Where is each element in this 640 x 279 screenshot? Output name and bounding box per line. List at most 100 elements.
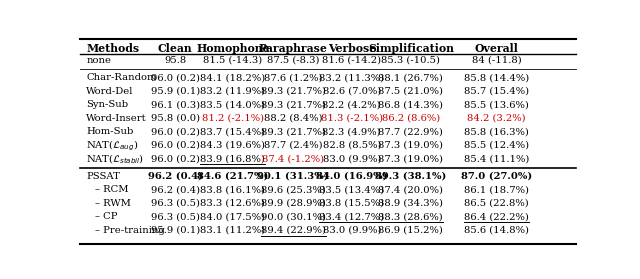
Text: 83.8 (16.1%): 83.8 (16.1%) xyxy=(200,185,265,194)
Text: 87.6 (1.2%): 87.6 (1.2%) xyxy=(264,73,323,82)
Text: 82.8 (8.5%): 82.8 (8.5%) xyxy=(323,141,381,150)
Text: 81.3 (-2.1%): 81.3 (-2.1%) xyxy=(321,114,383,123)
Text: 84.6 (21.7%): 84.6 (21.7%) xyxy=(197,172,268,181)
Text: 89.4 (22.9%): 89.4 (22.9%) xyxy=(260,226,326,235)
Text: 85.7 (15.4%): 85.7 (15.4%) xyxy=(464,87,529,96)
Text: Hom-Sub: Hom-Sub xyxy=(86,128,134,136)
Text: 89.3 (21.7%): 89.3 (21.7%) xyxy=(260,128,326,136)
Text: 95.8: 95.8 xyxy=(164,56,186,65)
Text: 90.1 (31.3%): 90.1 (31.3%) xyxy=(257,172,329,181)
Text: 89.4 (22.9%): 89.4 (22.9%) xyxy=(260,226,326,235)
Text: Syn-Sub: Syn-Sub xyxy=(86,100,129,109)
Text: 83.3 (12.6%): 83.3 (12.6%) xyxy=(200,199,265,208)
Text: 90.0 (30.1%): 90.0 (30.1%) xyxy=(260,212,326,221)
Text: NAT($\mathcal{L}_{aug}$): NAT($\mathcal{L}_{aug}$) xyxy=(86,138,139,153)
Text: 87.3 (19.0%): 87.3 (19.0%) xyxy=(378,141,444,150)
Text: Word-Insert: Word-Insert xyxy=(86,114,147,123)
Text: 96.1 (0.3): 96.1 (0.3) xyxy=(150,100,200,109)
Text: 83.7 (15.4%): 83.7 (15.4%) xyxy=(200,128,266,136)
Text: 81.6 (-14.2): 81.6 (-14.2) xyxy=(323,56,381,65)
Text: 86.4 (22.2%): 86.4 (22.2%) xyxy=(464,212,529,221)
Text: 95.9 (0.1): 95.9 (0.1) xyxy=(150,226,200,235)
Text: 85.8 (16.3%): 85.8 (16.3%) xyxy=(464,128,529,136)
Text: 85.5 (12.4%): 85.5 (12.4%) xyxy=(464,141,529,150)
Text: 87.7 (22.9%): 87.7 (22.9%) xyxy=(378,128,444,136)
Text: Overall: Overall xyxy=(475,44,518,54)
Text: 87.4 (-1.2%): 87.4 (-1.2%) xyxy=(262,154,324,163)
Text: 83.2 (11.9%): 83.2 (11.9%) xyxy=(200,87,266,96)
Text: Char-Random: Char-Random xyxy=(86,73,157,82)
Text: 83.9 (16.8%): 83.9 (16.8%) xyxy=(200,154,265,163)
Text: – RCM: – RCM xyxy=(95,185,129,194)
Text: 87.5 (21.0%): 87.5 (21.0%) xyxy=(378,87,444,96)
Text: Word-Del: Word-Del xyxy=(86,87,134,96)
Text: 85.4 (11.1%): 85.4 (11.1%) xyxy=(464,154,529,163)
Text: 86.4 (22.2%): 86.4 (22.2%) xyxy=(464,212,529,221)
Text: 83.8 (15.5%): 83.8 (15.5%) xyxy=(319,199,384,208)
Text: 88.9 (34.3%): 88.9 (34.3%) xyxy=(378,199,444,208)
Text: 95.8 (0.0): 95.8 (0.0) xyxy=(150,114,200,123)
Text: 85.3 (-10.5): 85.3 (-10.5) xyxy=(381,56,440,65)
Text: 83.0 (9.9%): 83.0 (9.9%) xyxy=(323,154,381,163)
Text: 87.4 (20.0%): 87.4 (20.0%) xyxy=(378,185,444,194)
Text: 83.5 (14.0%): 83.5 (14.0%) xyxy=(200,100,266,109)
Text: 84.3 (19.6%): 84.3 (19.6%) xyxy=(200,141,265,150)
Text: 83.4 (12.7%): 83.4 (12.7%) xyxy=(319,212,385,221)
Text: 88.3 (28.6%): 88.3 (28.6%) xyxy=(378,212,444,221)
Text: Clean: Clean xyxy=(158,44,193,54)
Text: Homophone: Homophone xyxy=(196,44,269,54)
Text: 85.5 (13.6%): 85.5 (13.6%) xyxy=(464,100,529,109)
Text: 83.0 (9.9%): 83.0 (9.9%) xyxy=(323,226,381,235)
Text: Simplification: Simplification xyxy=(368,44,454,54)
Text: 82.3 (4.9%): 82.3 (4.9%) xyxy=(323,128,381,136)
Text: 84 (-11.8): 84 (-11.8) xyxy=(472,56,522,65)
Text: – RWM: – RWM xyxy=(95,199,131,208)
Text: 83.1 (11.2%): 83.1 (11.2%) xyxy=(200,226,266,235)
Text: 89.6 (25.3%): 89.6 (25.3%) xyxy=(261,185,326,194)
Text: 82.2 (4.2%): 82.2 (4.2%) xyxy=(323,100,381,109)
Text: – Pre-training: – Pre-training xyxy=(95,226,165,235)
Text: 95.9 (0.1): 95.9 (0.1) xyxy=(150,87,200,96)
Text: 96.0 (0.2): 96.0 (0.2) xyxy=(151,154,200,163)
Text: 86.5 (22.8%): 86.5 (22.8%) xyxy=(464,199,529,208)
Text: NAT($\mathcal{L}_{stabil}$): NAT($\mathcal{L}_{stabil}$) xyxy=(86,152,145,166)
Text: 88.3 (28.6%): 88.3 (28.6%) xyxy=(378,212,444,221)
Text: 96.0 (0.2): 96.0 (0.2) xyxy=(151,128,200,136)
Text: Methods: Methods xyxy=(86,44,140,54)
Text: 89.3 (38.1%): 89.3 (38.1%) xyxy=(375,172,447,181)
Text: 89.3 (21.7%): 89.3 (21.7%) xyxy=(260,100,326,109)
Text: 85.6 (14.8%): 85.6 (14.8%) xyxy=(464,226,529,235)
Text: none: none xyxy=(86,56,111,65)
Text: – CP: – CP xyxy=(95,212,118,221)
Text: 81.2 (-2.1%): 81.2 (-2.1%) xyxy=(202,114,264,123)
Text: Paraphrase: Paraphrase xyxy=(259,44,328,54)
Text: Verbose: Verbose xyxy=(328,44,376,54)
Text: 89.3 (21.7%): 89.3 (21.7%) xyxy=(260,87,326,96)
Text: 96.3 (0.5): 96.3 (0.5) xyxy=(151,199,200,208)
Text: 96.2 (0.4): 96.2 (0.4) xyxy=(148,172,203,181)
Text: 86.8 (14.3%): 86.8 (14.3%) xyxy=(378,100,444,109)
Text: 84.2 (3.2%): 84.2 (3.2%) xyxy=(467,114,526,123)
Text: 88.2 (8.4%): 88.2 (8.4%) xyxy=(264,114,323,123)
Text: 84.0 (16.9%): 84.0 (16.9%) xyxy=(316,172,388,181)
Text: 82.6 (7.0%): 82.6 (7.0%) xyxy=(323,87,381,96)
Text: 83.5 (13.4%): 83.5 (13.4%) xyxy=(319,185,385,194)
Text: 87.3 (19.0%): 87.3 (19.0%) xyxy=(378,154,444,163)
Text: 84.1 (18.2%): 84.1 (18.2%) xyxy=(200,73,266,82)
Text: 87.0 (27.0%): 87.0 (27.0%) xyxy=(461,172,532,181)
Text: 86.2 (8.6%): 86.2 (8.6%) xyxy=(381,114,440,123)
Text: 88.1 (26.7%): 88.1 (26.7%) xyxy=(378,73,444,82)
Text: 87.7 (2.4%): 87.7 (2.4%) xyxy=(264,141,323,150)
Text: 83.2 (11.3%): 83.2 (11.3%) xyxy=(319,73,385,82)
Text: 84.0 (17.5%): 84.0 (17.5%) xyxy=(200,212,266,221)
Text: 85.8 (14.4%): 85.8 (14.4%) xyxy=(464,73,529,82)
Text: 96.0 (0.2): 96.0 (0.2) xyxy=(151,141,200,150)
Text: 96.2 (0.4): 96.2 (0.4) xyxy=(150,185,200,194)
Text: 86.9 (15.2%): 86.9 (15.2%) xyxy=(378,226,444,235)
Text: 96.0 (0.2): 96.0 (0.2) xyxy=(151,73,200,82)
Text: 96.3 (0.5): 96.3 (0.5) xyxy=(151,212,200,221)
Text: 87.5 (-8.3): 87.5 (-8.3) xyxy=(267,56,319,65)
Text: 83.4 (12.7%): 83.4 (12.7%) xyxy=(319,212,385,221)
Text: 89.9 (28.9%): 89.9 (28.9%) xyxy=(261,199,326,208)
Text: 86.1 (18.7%): 86.1 (18.7%) xyxy=(464,185,529,194)
